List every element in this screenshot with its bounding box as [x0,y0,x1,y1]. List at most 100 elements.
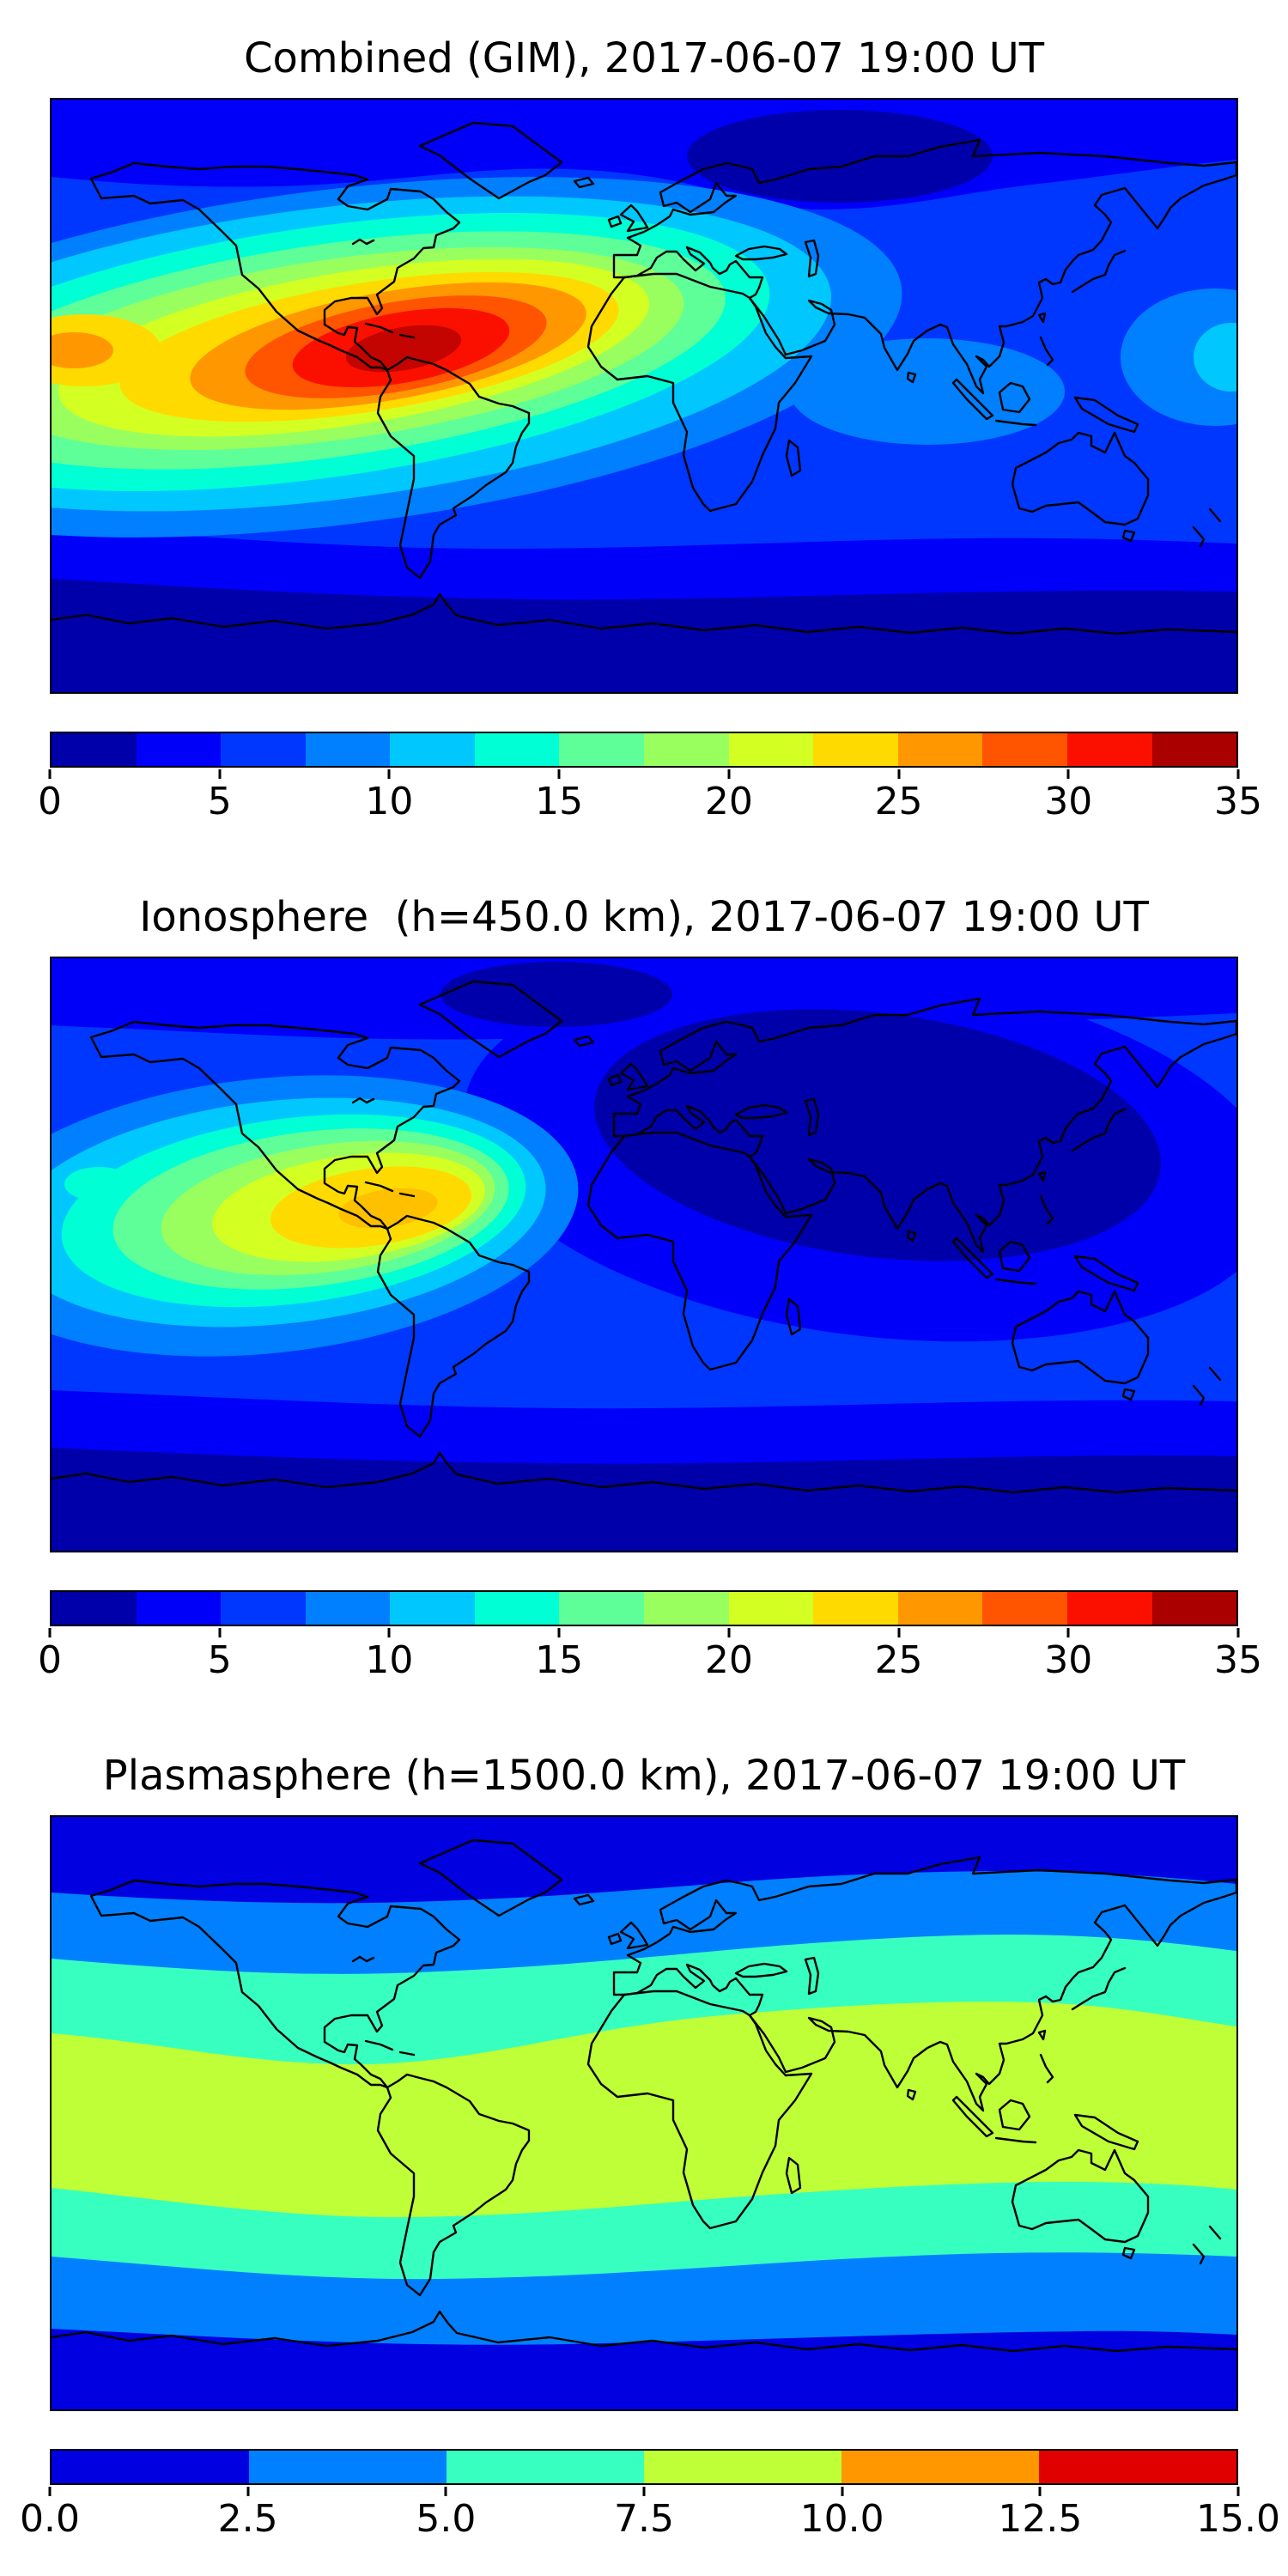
colorbar-tick [727,1628,731,1637]
colorbar-segment [1066,1592,1152,1625]
colorbar-bar [50,1590,1238,1626]
south-minimum-band [52,1448,1236,1551]
colorbar-tick-label: 15 [535,1638,584,1682]
colorbar-tick-label: 15.0 [1196,2497,1280,2541]
colorbar-segment [136,733,222,766]
colorbar-tick-label: 35 [1214,1638,1262,1682]
colorbar-tick-label: 10.0 [799,2497,884,2541]
map-plasmasphere [50,1815,1238,2411]
colorbar-tick-label: 5.0 [416,2497,477,2541]
colorbar-tick-label: 0 [38,780,62,823]
contour-field-combined [52,100,1236,692]
colorbar-tick [557,769,561,779]
colorbar-segment [1066,733,1152,766]
colorbar-tick-label: 25 [874,1638,923,1682]
colorbar-tick [218,769,222,779]
colorbar-tick-label: 5 [207,780,232,823]
south-minimum-band [52,579,1236,692]
contour-core [345,325,462,373]
panel-plasmasphere-title: Plasmasphere (h=1500.0 km), 2017-06-07 1… [102,1752,1186,1800]
colorbar-segment [644,2451,841,2483]
colorbar-tick-label: 20 [704,1638,753,1682]
colorbar-segment [52,2451,249,2483]
colorbar-tick [218,1628,222,1637]
colorbar-tick-label: 30 [1044,780,1093,823]
colorbar-segment [52,733,137,766]
colorbar-tick [246,2487,250,2496]
colorbar-segment [221,1592,306,1625]
map-combined-svg [50,98,1238,694]
colorbar-segment [559,733,645,766]
colorbar-tick [557,1628,561,1637]
colorbar-segment [559,1592,645,1625]
equatorial-anomaly-hotspot [52,177,902,538]
colorbar-tick-label: 15 [535,780,584,823]
colorbar-segment [305,733,391,766]
map-ionosphere-svg [50,957,1238,1552]
latitude-bands [52,1817,1236,2409]
colorbar-tick [1236,2487,1240,2496]
east-edge-wrap-cyan [1194,323,1236,392]
colorbar-tick-label: 2.5 [217,2497,278,2541]
colorbar-tick-label: 30 [1044,1638,1093,1682]
colorbar-segment [390,733,475,766]
siberia-minimum [687,110,993,203]
north-center-minimum [440,962,672,1027]
colorbar-tick [48,2487,52,2496]
colorbar-plasmasphere: 0.0 2.5 5.0 7.5 10.0 12.5 15.0 [20,2449,1280,2561]
colorbar-tick [387,769,391,779]
east-edge-wrap-light [1121,289,1236,426]
colorbar-tick-label: 35 [1214,780,1262,823]
colorbar-tick [897,769,901,779]
colorbar-segment [841,2451,1039,2483]
colorbar-segment [982,733,1067,766]
colorbar-segment [813,1592,898,1625]
colorbar-tick-label: 25 [874,780,923,823]
contour-core [594,1009,1161,1261]
colorbar-tick [48,769,52,779]
colorbar-ticks: 0 5 10 15 20 25 30 35 [38,768,1262,836]
equatorial-anomaly-hotspot [52,1075,579,1357]
colorbar-tick [841,2487,844,2496]
colorbar-segment [390,1592,475,1625]
south-polar-band [52,2329,1236,2409]
colorbar-tick-label: 10 [365,780,414,823]
colorbar-tick-label: 7.5 [614,2497,674,2541]
colorbar-ionosphere: 0 5 10 15 20 25 30 35 [38,1590,1262,1702]
colorbar-bar [50,2449,1238,2485]
colorbar-tick [1038,2487,1042,2496]
panel-ionosphere-title: Ionosphere (h=450.0 km), 2017-06-07 19:0… [139,893,1149,941]
colorbar-tick [1066,1628,1070,1637]
colorbar-segment [897,733,983,766]
colorbar-segment [982,1592,1067,1625]
colorbar-segment [474,1592,560,1625]
dateline-teal-spot [64,1167,133,1201]
colorbar-tick-label: 0.0 [20,2497,80,2541]
colorbar-tick [897,1628,901,1637]
panel-combined-title: Combined (GIM), 2017-06-07 19:00 UT [243,34,1045,82]
contour-field-ionosphere [52,958,1236,1551]
colorbar-tick [1236,1628,1240,1637]
dateline-crest-orange [52,332,113,368]
colorbar-segment [728,1592,814,1625]
colorbar-bar [50,732,1238,768]
colorbar-segment [249,2451,447,2483]
colorbar-tick-label: 12.5 [998,2497,1083,2541]
colorbar-ticks: 0 5 10 15 20 25 30 35 [38,1626,1262,1695]
colorbar-segment [728,733,814,766]
asia-depletion [463,966,1236,1342]
colorbar-segment [1039,2451,1236,2483]
colorbar-segment [1151,1592,1237,1625]
colorbar-tick [48,1628,52,1637]
colorbar-segment [1151,733,1237,766]
colorbar-segment [136,1592,222,1625]
colorbar-tick-label: 10 [365,1638,414,1682]
colorbar-segment [447,2451,644,2483]
colorbar-tick [387,1628,391,1637]
colorbar-segment [221,733,306,766]
colorbar-tick [444,2487,447,2496]
colorbar-segment [813,733,898,766]
colorbar-segment [897,1592,983,1625]
colorbar-segment [644,1592,729,1625]
